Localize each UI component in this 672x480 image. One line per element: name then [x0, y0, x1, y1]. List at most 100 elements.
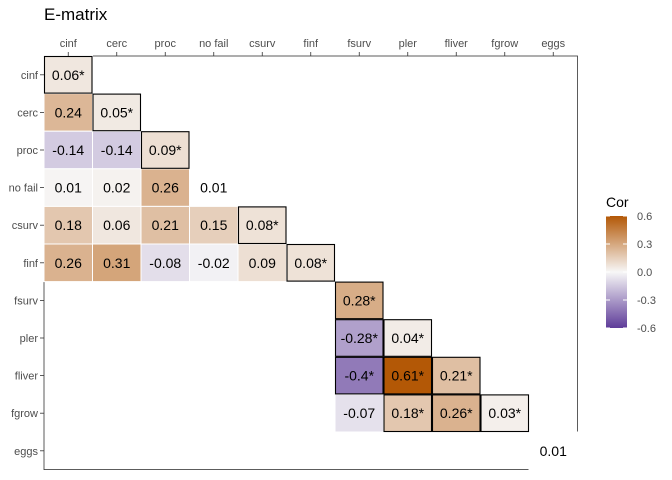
cell-value-label: 0.18 [55, 217, 82, 233]
cell-value-label: 0.04* [391, 330, 424, 346]
heatmap-cell [383, 393, 433, 433]
significant-cell-border [92, 93, 142, 132]
cell-labels-layer: 0.06* 0.24 0.05* -0.14 -0.14 0.09* 0.01 0.02 0.2… [52, 67, 567, 459]
cell-value-label: 0.26* [440, 405, 473, 421]
cell-value-label: -0.07 [343, 405, 375, 421]
y-tick-label: fliver [15, 371, 39, 383]
cell-value-label: 0.09* [149, 142, 182, 158]
significant-cell-border [383, 394, 433, 433]
cell-value-label: 0.01 [55, 180, 82, 196]
cell-value-label: 0.08* [294, 255, 327, 271]
cell-value-label: -0.02 [198, 255, 230, 271]
cell-value-label: 0.24 [55, 104, 82, 120]
color-legend: Cor 0.6 0.3 0.0 -0.3 -0.6 [606, 194, 656, 335]
cell-value-label: 0.05* [100, 104, 133, 120]
significant-cell-border [237, 206, 287, 245]
heatmap-cell [237, 205, 287, 245]
cells-layer [43, 55, 578, 471]
cell-value-label: 0.18* [391, 405, 424, 421]
x-tick-label: csurv [249, 38, 276, 50]
cell-value-label: 0.21* [440, 368, 473, 384]
heatmap-cell [189, 243, 239, 283]
heatmap-cell [140, 243, 190, 283]
y-tick-label: pler [20, 333, 39, 345]
y-tick-label: cinf [21, 70, 39, 82]
x-tick-label: fsurv [347, 38, 371, 50]
y-tick-label: cerc [17, 107, 38, 119]
cell-value-label: 0.21 [152, 217, 179, 233]
cell-value-label: 0.61* [391, 368, 424, 384]
heatmap-cell [334, 281, 384, 320]
legend-ticks: 0.6 0.3 0.0 -0.3 -0.6 [606, 211, 656, 335]
cell-value-label: 0.01 [540, 443, 567, 459]
significant-cell-border [334, 356, 384, 395]
cell-value-label: 0.26 [55, 255, 82, 271]
x-tick-label: pler [399, 38, 418, 50]
x-tick-label: fliver [445, 38, 469, 50]
heatmap-cell [140, 205, 190, 245]
y-tick-label: proc [17, 145, 39, 157]
cell-value-label: -0.4* [344, 368, 374, 384]
y-tick-label: fsurv [14, 295, 38, 307]
heatmap-cell [92, 205, 142, 245]
legend-tick-label: -0.6 [637, 323, 656, 335]
cell-value-label: 0.28* [343, 292, 376, 308]
cell-value-label: 0.03* [488, 405, 521, 421]
significant-cell-border [431, 394, 481, 433]
significant-cell-border [286, 243, 336, 282]
cell-value-label: -0.28* [341, 330, 379, 346]
cell-value-label: -0.08 [149, 255, 181, 271]
y-tick-label: csurv [12, 220, 39, 232]
y-tick-label: fgrow [11, 408, 38, 420]
highlight-layer [43, 55, 530, 433]
cell-value-label: 0.08* [246, 217, 279, 233]
y-axis-left: cinf cerc proc no fail csurv finf fsurv pler fli… [9, 70, 44, 458]
x-tick-label: eggs [541, 38, 565, 50]
heatmap-cell [383, 318, 433, 358]
x-tick-label: proc [155, 38, 177, 50]
significant-cell-border [334, 281, 384, 320]
y-tick-label: finf [23, 258, 39, 270]
y-tick-label: eggs [14, 446, 38, 458]
cell-value-label: 0.31 [103, 255, 130, 271]
x-axis-top: cinf cerc proc no fail csurv finf fsurv pler fli… [60, 38, 566, 56]
x-tick-label: fgrow [491, 38, 518, 50]
cell-value-label: 0.01 [200, 180, 227, 196]
cell-value-label: -0.14 [52, 142, 84, 158]
significant-cell-border [431, 356, 481, 395]
heatmap-cell [92, 168, 142, 207]
legend-title: Cor [606, 194, 629, 210]
cell-value-label: 0.06 [103, 217, 130, 233]
y-tick-label: no fail [9, 183, 38, 195]
x-tick-label: no fail [199, 38, 228, 50]
significant-cell-border [43, 55, 93, 94]
significant-cell-border [140, 131, 190, 169]
significant-cell-border [383, 356, 433, 395]
heatmap-cell [140, 168, 190, 207]
heatmap-cell [189, 205, 239, 245]
heatmap-cell [189, 168, 239, 207]
x-tick-label: cinf [60, 38, 78, 50]
cell-value-label: 0.26 [152, 180, 179, 196]
x-tick-label: finf [303, 38, 319, 50]
cell-value-label: 0.15 [200, 217, 227, 233]
significant-cell-border [383, 319, 433, 357]
cell-value-label: -0.14 [101, 142, 133, 158]
heatmap-cell [92, 93, 142, 132]
legend-colorbar [606, 216, 627, 328]
significant-cell-border [334, 319, 384, 357]
heatmap-cell [528, 431, 578, 471]
heatmap-cell [92, 243, 142, 283]
chart-title: E-matrix [44, 5, 108, 24]
legend-tick-label: 0.3 [637, 239, 652, 251]
cell-value-label: 0.09 [249, 255, 276, 271]
heatmap-cell [383, 356, 433, 395]
x-tick-label: cerc [106, 38, 127, 50]
significant-cell-border [480, 394, 530, 433]
legend-tick-label: 0.0 [637, 267, 652, 279]
heatmap-cell [43, 55, 93, 95]
legend-tick-label: -0.3 [637, 295, 656, 307]
heatmap-cell [480, 393, 530, 433]
cell-value-label: 0.06* [52, 67, 85, 83]
